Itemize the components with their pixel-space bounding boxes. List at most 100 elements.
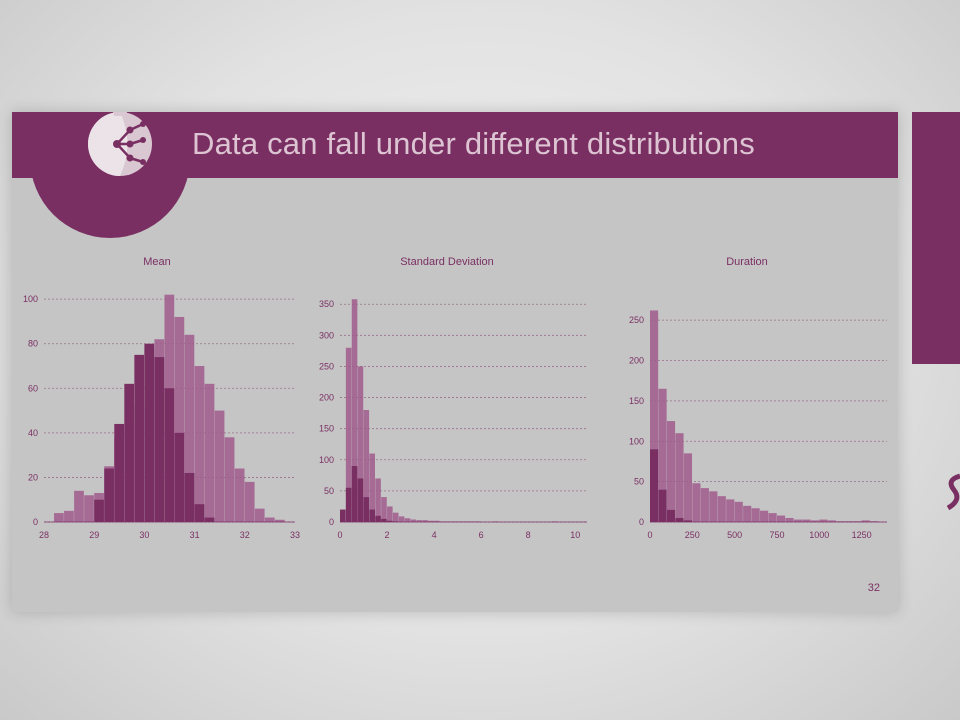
x-tick-label: 2: [385, 530, 390, 540]
histogram-bar: [345, 347, 352, 522]
histogram-bar: [363, 410, 370, 522]
x-tick-label: 4: [432, 530, 437, 540]
chart-svg-duration: 0 50 100 150 200 250 0 250 500 750 1000 1250: [629, 310, 887, 540]
histogram-bar: [381, 518, 387, 522]
histogram-bar: [692, 483, 701, 522]
y-tick-label: 300: [319, 330, 334, 340]
histogram-bar: [74, 490, 84, 522]
histogram-bar: [751, 508, 760, 522]
histogram-bar: [836, 521, 845, 522]
x-tick-label: 0: [647, 530, 652, 540]
histogram-mean: Mean 0 20 40 60 80 100 28 29 30 31 32 33: [12, 256, 302, 554]
histogram-bar: [144, 343, 155, 522]
histogram-bar: [369, 509, 375, 522]
histogram-bar: [387, 506, 393, 522]
y-tick-label: 350: [319, 299, 334, 309]
x-tick-label: 10: [570, 530, 580, 540]
x-tick-label: 250: [685, 530, 700, 540]
histogram-bar: [666, 421, 676, 522]
histogram-bar: [709, 491, 718, 522]
y-tick-label: 20: [28, 472, 38, 482]
y-tick-label: 250: [629, 315, 644, 325]
y-tick-label: 80: [28, 339, 38, 349]
y-tick-label: 60: [28, 383, 38, 393]
histogram-bar: [124, 383, 135, 522]
y-tick-label: 40: [28, 428, 38, 438]
histogram-bar: [675, 517, 684, 522]
histogram-bar: [375, 515, 381, 522]
y-tick-label: 150: [319, 424, 334, 434]
x-tick-label: 33: [290, 530, 300, 540]
y-tick-label: 50: [634, 477, 644, 487]
histogram-bar: [717, 496, 726, 522]
y-tick-label: 100: [319, 455, 334, 465]
histogram-bar: [204, 383, 215, 522]
histogram-duration: Duration 0 50 100 150 200 250 0 250 500 750 1000 12…: [602, 256, 892, 554]
y-tick-label: 0: [329, 517, 334, 527]
histogram-bar: [351, 466, 358, 522]
x-tick-label: 6: [479, 530, 484, 540]
histogram-bar: [853, 521, 862, 522]
histogram-bar: [104, 468, 114, 522]
histogram-bar: [404, 518, 411, 522]
histogram-bar: [666, 509, 676, 522]
histogram-bar: [174, 316, 185, 522]
histogram-bar: [114, 423, 125, 522]
x-tick-label: 500: [727, 530, 742, 540]
chart-svg-mean: 0 20 40 60 80 100 28 29 30 31 32 33: [23, 294, 300, 540]
y-tick-label: 50: [324, 486, 334, 496]
y-tick-label: 200: [629, 356, 644, 366]
y-tick-label: 100: [23, 294, 38, 304]
x-tick-label: 29: [89, 530, 99, 540]
histogram-bar: [422, 520, 428, 522]
histogram-bar: [410, 519, 417, 522]
histogram-bar: [224, 437, 235, 522]
histogram-bar: [357, 366, 364, 522]
logo-badge: [30, 112, 190, 238]
histogram-bar: [274, 519, 285, 522]
chart-title-mean: Mean: [143, 256, 171, 268]
histogram-standard-deviation: Standard Deviation 0 50 100 150 200 250 300 350…: [302, 256, 592, 554]
histogram-bar: [363, 497, 370, 522]
histogram-bar: [64, 510, 74, 522]
histogram-bar: [827, 520, 836, 522]
x-tick-label: 8: [526, 530, 531, 540]
y-tick-label: 150: [629, 396, 644, 406]
histogram-bar: [164, 388, 175, 522]
histogram-bar: [134, 354, 145, 522]
histogram-bar: [810, 520, 819, 522]
histogram-bar: [819, 519, 828, 522]
y-tick-label: 250: [319, 361, 334, 371]
histogram-bar: [844, 521, 853, 522]
page-number: 32: [867, 582, 880, 594]
histogram-bar: [194, 366, 205, 522]
slide-title: Data can fall under different distributi…: [192, 126, 755, 161]
histogram-bar: [184, 334, 195, 522]
slide: Data can fall under different distributi…: [12, 112, 898, 612]
histogram-bar: [683, 520, 693, 522]
histogram-bar: [94, 499, 104, 522]
x-tick-label: 30: [139, 530, 149, 540]
histogram-bar: [369, 453, 375, 522]
histogram-bar: [194, 504, 205, 522]
histogram-bar: [861, 520, 870, 522]
histogram-bar: [357, 478, 364, 522]
y-tick-label: 200: [319, 393, 334, 403]
histogram-bar: [785, 517, 794, 522]
histogram-bar: [340, 509, 346, 522]
chart-title-duration: Duration: [726, 256, 768, 268]
histogram-bar: [254, 508, 265, 522]
chart-title-standard-deviation: Standard Deviation: [400, 256, 494, 268]
histogram-bar: [650, 449, 659, 522]
histogram-bar: [776, 515, 786, 522]
histogram-bar: [658, 489, 667, 522]
y-tick-label: 100: [629, 436, 644, 446]
y-tick-label: 0: [639, 517, 644, 527]
chart-svg-standard-deviation: 0 50 100 150 200 250 300 350 0 2 4 6 8 10: [319, 299, 587, 540]
histogram-bar: [54, 513, 64, 522]
histogram-bar: [204, 517, 215, 522]
x-tick-label: 32: [240, 530, 250, 540]
next-slide-panel: [912, 112, 960, 364]
histogram-bar: [658, 388, 667, 522]
histogram-bar: [683, 453, 693, 522]
